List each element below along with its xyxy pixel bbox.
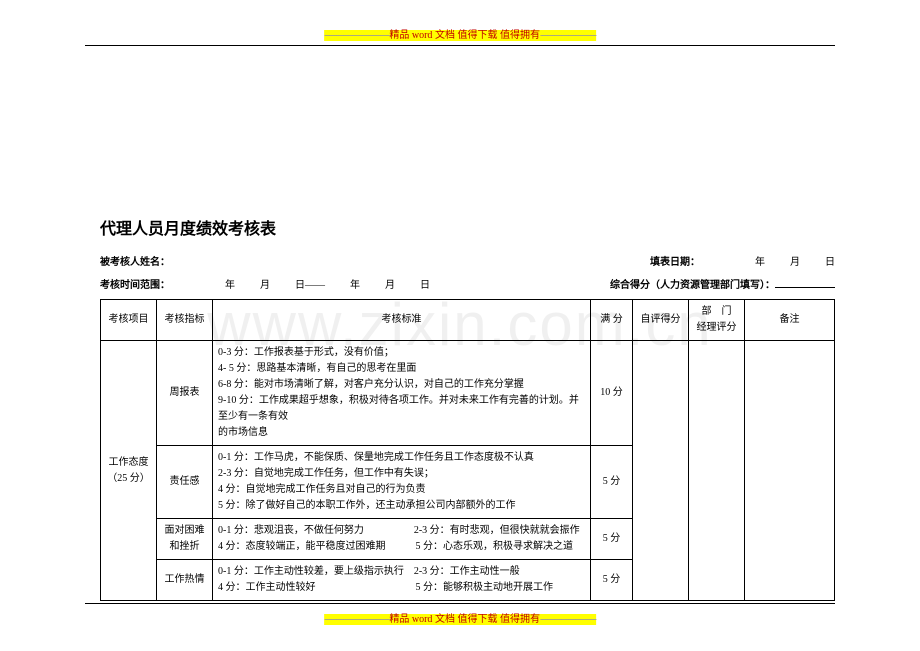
footer-banner: ----------------------------精品 word 文档 值… [324,610,596,625]
document-title: 代理人员月度绩效考核表 [100,215,835,239]
th-full: 满 分 [591,300,633,341]
range-day-2: 日 [420,276,430,291]
th-mgr: 部 门 经理评分 [689,300,745,341]
group-name: 工作态度 [106,455,151,471]
total-score-label: 综合得分（人力资源管理部门填写）： [610,276,775,291]
group-weight: （25 分） [106,471,151,487]
range-year-2: 年 [350,276,360,291]
metric-cell: 责任感 [157,446,213,519]
day-label: 日 [825,253,835,268]
assessment-table: 考核项目 考核指标 考核标准 满 分 自评得分 部 门 经理评分 备注 工作态度… [100,299,835,601]
full-score-cell: 5 分 [591,519,633,560]
criteria-cell: 0-3 分：工作报表基于形式，没有价值； 4- 5 分：思路基本清晰，有自己的思… [213,341,591,446]
criteria-cell: 0-1 分：工作主动性较差，要上级指示执行 2-3 分：工作主动性一般 4 分：… [213,560,591,601]
banner-text-1: 精品 [389,30,412,41]
th-item: 考核项目 [101,300,157,341]
th-self: 自评得分 [633,300,689,341]
self-score-cell [633,341,689,601]
table-header-row: 考核项目 考核指标 考核标准 满 分 自评得分 部 门 经理评分 备注 [101,300,835,341]
footer-dash-left: ---------------------------- [324,614,389,625]
header-banner: ----------------------------精品 word 文档 值… [324,26,596,41]
th-criteria: 考核标准 [213,300,591,341]
range-month-1: 月 [260,276,270,291]
year-label: 年 [755,253,765,268]
assessee-name-label: 被考核人姓名： [100,253,170,268]
th-remark: 备注 [745,300,835,341]
full-score-cell: 10 分 [591,341,633,446]
metric-cell: 工作热情 [157,560,213,601]
meta-row-2: 考核时间范围： 年 月 日 —— 年 月 日 综合得分（人力资源管理部门填写）： [100,276,835,291]
group-cell: 工作态度（25 分） [101,341,157,601]
metric-cell: 周报表 [157,341,213,446]
mgr-score-cell [689,341,745,601]
full-score-cell: 5 分 [591,560,633,601]
th-metric: 考核指标 [157,300,213,341]
document-content: 代理人员月度绩效考核表 被考核人姓名： 填表日期： 年 月 日 考核时间范围： … [100,215,835,601]
full-score-cell: 5 分 [591,446,633,519]
range-dash: —— [305,280,325,291]
footer-text-2: 文档 值得下载 值得拥有 [435,614,540,625]
criteria-cell: 0-1 分：悲观沮丧，不做任何努力 2-3 分：有时悲观，但很快就就会振作 4 … [213,519,591,560]
banner-dash-left: ---------------------------- [324,30,389,41]
banner-dash-right: ------------------------ [540,30,596,41]
criteria-cell: 0-1 分：工作马虎，不能保质、保量地完成工作任务且工作态度极不认真 2-3 分… [213,446,591,519]
remark-cell [745,341,835,601]
fill-date-label: 填表日期： [650,253,700,268]
range-day-1: 日 [295,276,305,291]
month-label: 月 [790,253,800,268]
metric-cell: 面对困难 和挫折 [157,519,213,560]
meta-row-1: 被考核人姓名： 填表日期： 年 月 日 [100,253,835,268]
banner-word: word [412,30,435,41]
range-label: 考核时间范围： [100,276,170,291]
footer-text-1: 精品 [389,614,412,625]
footer-dash-right: ------------------------ [540,614,596,625]
footer-word: word [412,614,435,625]
total-score-blank [775,276,835,288]
footer-rule [85,603,835,604]
table-row: 工作态度（25 分）周报表0-3 分：工作报表基于形式，没有价值； 4- 5 分… [101,341,835,446]
header-rule [85,45,835,46]
range-month-2: 月 [385,276,395,291]
range-year-1: 年 [225,276,235,291]
banner-text-2: 文档 值得下载 值得拥有 [435,30,540,41]
